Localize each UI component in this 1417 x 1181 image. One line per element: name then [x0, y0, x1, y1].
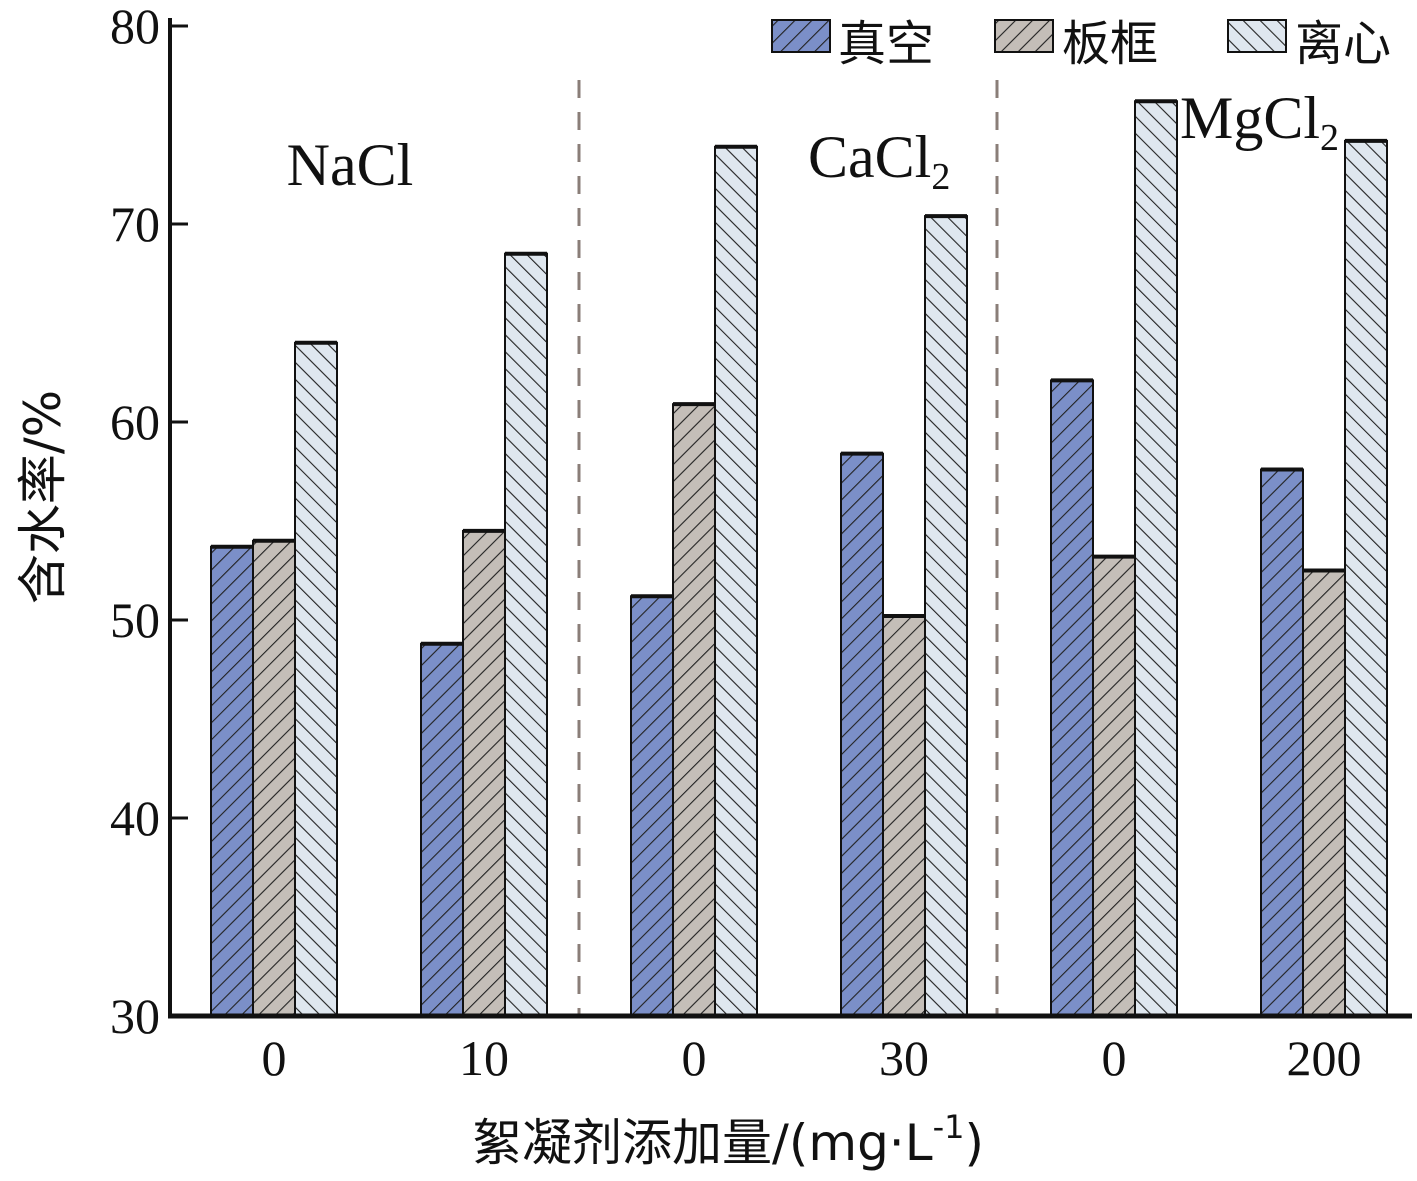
x-tick-label-0: 0 — [262, 1030, 287, 1086]
y-tick-label-1: 40 — [110, 790, 160, 846]
x-ticks: 0 10 0 30 0 200 — [262, 1030, 1362, 1086]
axes — [168, 18, 1412, 1019]
group-label-cacl2: CaCl2 — [808, 124, 950, 198]
x-tick-label-2: 0 — [682, 1030, 707, 1086]
x-axis-label: 絮凝剂添加量/(mg·L-1) — [472, 1108, 984, 1172]
bar-centrifuge-5 — [1344, 139, 1388, 1017]
bar-plate-frame-3 — [882, 615, 926, 1017]
bar-plate-frame-4 — [1092, 555, 1136, 1017]
legend-label-centrifuge: 离心 — [1295, 16, 1391, 72]
bars-layer — [210, 99, 1388, 1018]
group-dividers — [577, 80, 999, 1014]
legend-label-plate-frame: 板框 — [1062, 16, 1158, 72]
bar-vacuum-1 — [420, 642, 464, 1017]
x-tick-label-1: 10 — [459, 1030, 509, 1086]
legend-swatch-vacuum — [771, 19, 831, 53]
bar-vacuum-4 — [1050, 379, 1094, 1018]
bar-centrifuge-1 — [504, 252, 548, 1017]
bar-plate-frame-0 — [252, 539, 296, 1017]
legend-label-vacuum: 真空 — [838, 16, 934, 72]
bar-vacuum-3 — [840, 452, 884, 1017]
x-tick-label-5: 200 — [1287, 1030, 1362, 1086]
legend: 真空 板框 离心 — [771, 16, 1391, 72]
bar-vacuum-5 — [1260, 468, 1304, 1017]
x-tick-label-4: 0 — [1102, 1030, 1127, 1086]
x-tick-label-3: 30 — [879, 1030, 929, 1086]
bar-centrifuge-4 — [1134, 100, 1178, 1018]
bar-centrifuge-2 — [714, 145, 758, 1017]
y-tick-label-0: 30 — [110, 988, 160, 1044]
y-tick-label-5: 80 — [110, 0, 160, 54]
bar-centrifuge-3 — [924, 215, 968, 1017]
legend-swatch-plate-frame — [994, 19, 1054, 53]
y-tick-label-4: 70 — [110, 196, 160, 252]
bar-centrifuge-0 — [294, 341, 338, 1017]
bar-vacuum-2 — [630, 595, 674, 1017]
y-tick-label-3: 60 — [110, 394, 160, 450]
bar-vacuum-0 — [210, 545, 254, 1017]
bar-plate-frame-1 — [462, 529, 506, 1018]
legend-swatch-centrifuge — [1227, 19, 1287, 53]
bar-plate-frame-2 — [672, 403, 716, 1017]
group-label-mgcl2: MgCl2 — [1180, 85, 1339, 159]
y-axis-label: 含水率/% — [14, 390, 72, 604]
y-tick-label-2: 50 — [110, 592, 160, 648]
bar-plate-frame-5 — [1302, 569, 1346, 1017]
group-label-nacl: NaCl — [287, 132, 414, 198]
y-ticks: 30 40 50 60 70 80 — [110, 0, 188, 1044]
